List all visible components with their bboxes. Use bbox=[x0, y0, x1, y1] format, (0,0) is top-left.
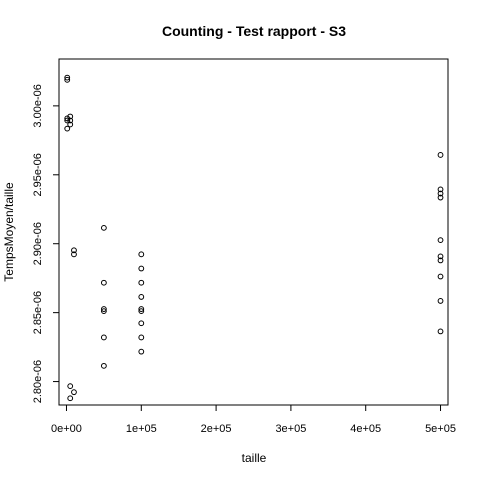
data-point bbox=[100, 362, 107, 369]
x-tick-label: 3e+05 bbox=[275, 423, 306, 435]
data-point bbox=[437, 328, 444, 335]
x-tick-label: 4e+05 bbox=[350, 423, 381, 435]
data-point bbox=[67, 117, 74, 124]
data-point bbox=[67, 383, 74, 390]
data-points bbox=[64, 74, 444, 402]
y-tick-label: 3.00e-06 bbox=[32, 84, 44, 127]
data-point bbox=[138, 265, 145, 272]
data-point bbox=[138, 320, 145, 327]
y-tick-label: 2.80e-06 bbox=[32, 360, 44, 403]
y-axis: 2.80e-06 2.85e-06 2.90e-06 2.95e-06 3.00e-06 bbox=[32, 84, 60, 403]
data-point bbox=[437, 257, 444, 264]
data-point bbox=[437, 298, 444, 304]
data-point bbox=[437, 273, 444, 280]
x-tick-label: 2e+05 bbox=[201, 423, 232, 435]
data-point bbox=[437, 194, 444, 201]
y-tick-label: 2.85e-06 bbox=[32, 291, 44, 334]
data-point bbox=[67, 121, 74, 128]
data-point bbox=[64, 117, 71, 124]
data-point bbox=[100, 279, 107, 286]
data-point bbox=[138, 251, 145, 258]
data-point bbox=[437, 190, 444, 197]
data-point bbox=[64, 74, 71, 81]
data-point bbox=[71, 389, 77, 396]
data-point bbox=[71, 247, 77, 254]
data-point bbox=[138, 294, 145, 300]
data-point bbox=[71, 251, 77, 258]
data-point bbox=[138, 306, 145, 312]
data-point bbox=[100, 224, 107, 231]
x-axis: 0e+00 1e+05 2e+05 3e+05 4e+05 5e+05 bbox=[51, 404, 456, 435]
x-axis-label: taille bbox=[242, 451, 267, 465]
y-tick-label: 2.90e-06 bbox=[32, 222, 44, 265]
chart-title: Counting - Test rapport - S3 bbox=[162, 23, 346, 39]
y-tick-label: 2.95e-06 bbox=[32, 153, 44, 196]
y-axis-label: TempsMoyen/taille bbox=[2, 182, 16, 282]
data-point bbox=[437, 186, 444, 193]
data-point bbox=[437, 253, 444, 260]
data-point bbox=[138, 348, 145, 355]
data-point bbox=[100, 334, 107, 341]
x-tick-label: 5e+05 bbox=[425, 423, 456, 435]
data-point bbox=[67, 113, 74, 120]
data-point bbox=[100, 308, 107, 315]
data-point bbox=[138, 308, 145, 315]
data-point bbox=[64, 76, 71, 83]
data-point bbox=[64, 125, 71, 132]
data-point bbox=[138, 334, 145, 341]
data-point bbox=[67, 395, 74, 402]
plot-frame bbox=[58, 58, 449, 406]
data-point bbox=[437, 237, 444, 244]
data-point bbox=[437, 152, 444, 158]
data-point bbox=[100, 306, 107, 312]
data-point bbox=[138, 279, 145, 286]
x-tick-label: 0e+00 bbox=[51, 423, 82, 435]
x-tick-label: 1e+05 bbox=[126, 423, 157, 435]
